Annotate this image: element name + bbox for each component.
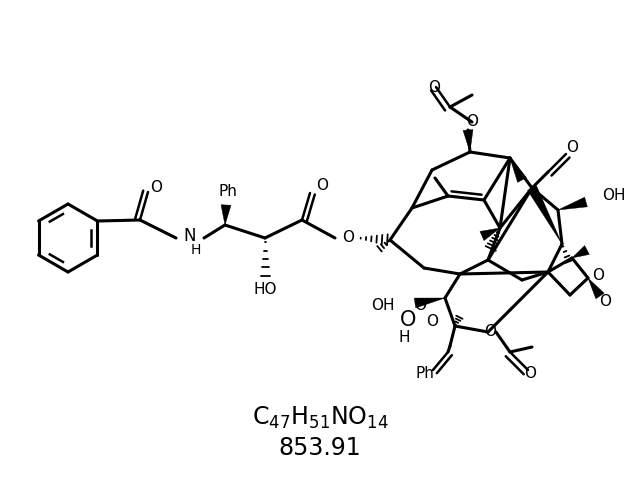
Polygon shape bbox=[463, 130, 473, 152]
Text: 853.91: 853.91 bbox=[278, 436, 362, 460]
Text: O: O bbox=[428, 81, 440, 96]
Text: O: O bbox=[566, 141, 578, 156]
Text: O: O bbox=[484, 324, 496, 339]
Text: C$_{47}$H$_{51}$NO$_{14}$: C$_{47}$H$_{51}$NO$_{14}$ bbox=[252, 405, 388, 431]
Text: OH: OH bbox=[602, 189, 625, 204]
Polygon shape bbox=[510, 158, 526, 182]
Text: O: O bbox=[414, 299, 426, 313]
Polygon shape bbox=[527, 186, 562, 244]
Text: OH: OH bbox=[371, 298, 395, 312]
Text: O: O bbox=[150, 180, 162, 195]
Text: O: O bbox=[400, 310, 416, 330]
Text: O: O bbox=[342, 230, 354, 245]
Polygon shape bbox=[221, 205, 231, 225]
Text: H: H bbox=[191, 243, 201, 257]
Text: Ph: Ph bbox=[219, 184, 237, 200]
Polygon shape bbox=[480, 228, 500, 240]
Polygon shape bbox=[414, 298, 445, 308]
Text: O: O bbox=[524, 367, 536, 382]
Text: H: H bbox=[398, 329, 410, 345]
Text: HO: HO bbox=[253, 283, 276, 298]
Text: O: O bbox=[426, 314, 438, 329]
Text: O: O bbox=[316, 179, 328, 193]
Text: O: O bbox=[466, 115, 478, 130]
Text: O: O bbox=[599, 295, 611, 310]
Polygon shape bbox=[572, 246, 589, 258]
Polygon shape bbox=[558, 197, 588, 210]
Text: N: N bbox=[184, 227, 196, 245]
Text: O: O bbox=[592, 268, 604, 284]
Text: Ph: Ph bbox=[415, 367, 435, 382]
Polygon shape bbox=[588, 278, 604, 299]
